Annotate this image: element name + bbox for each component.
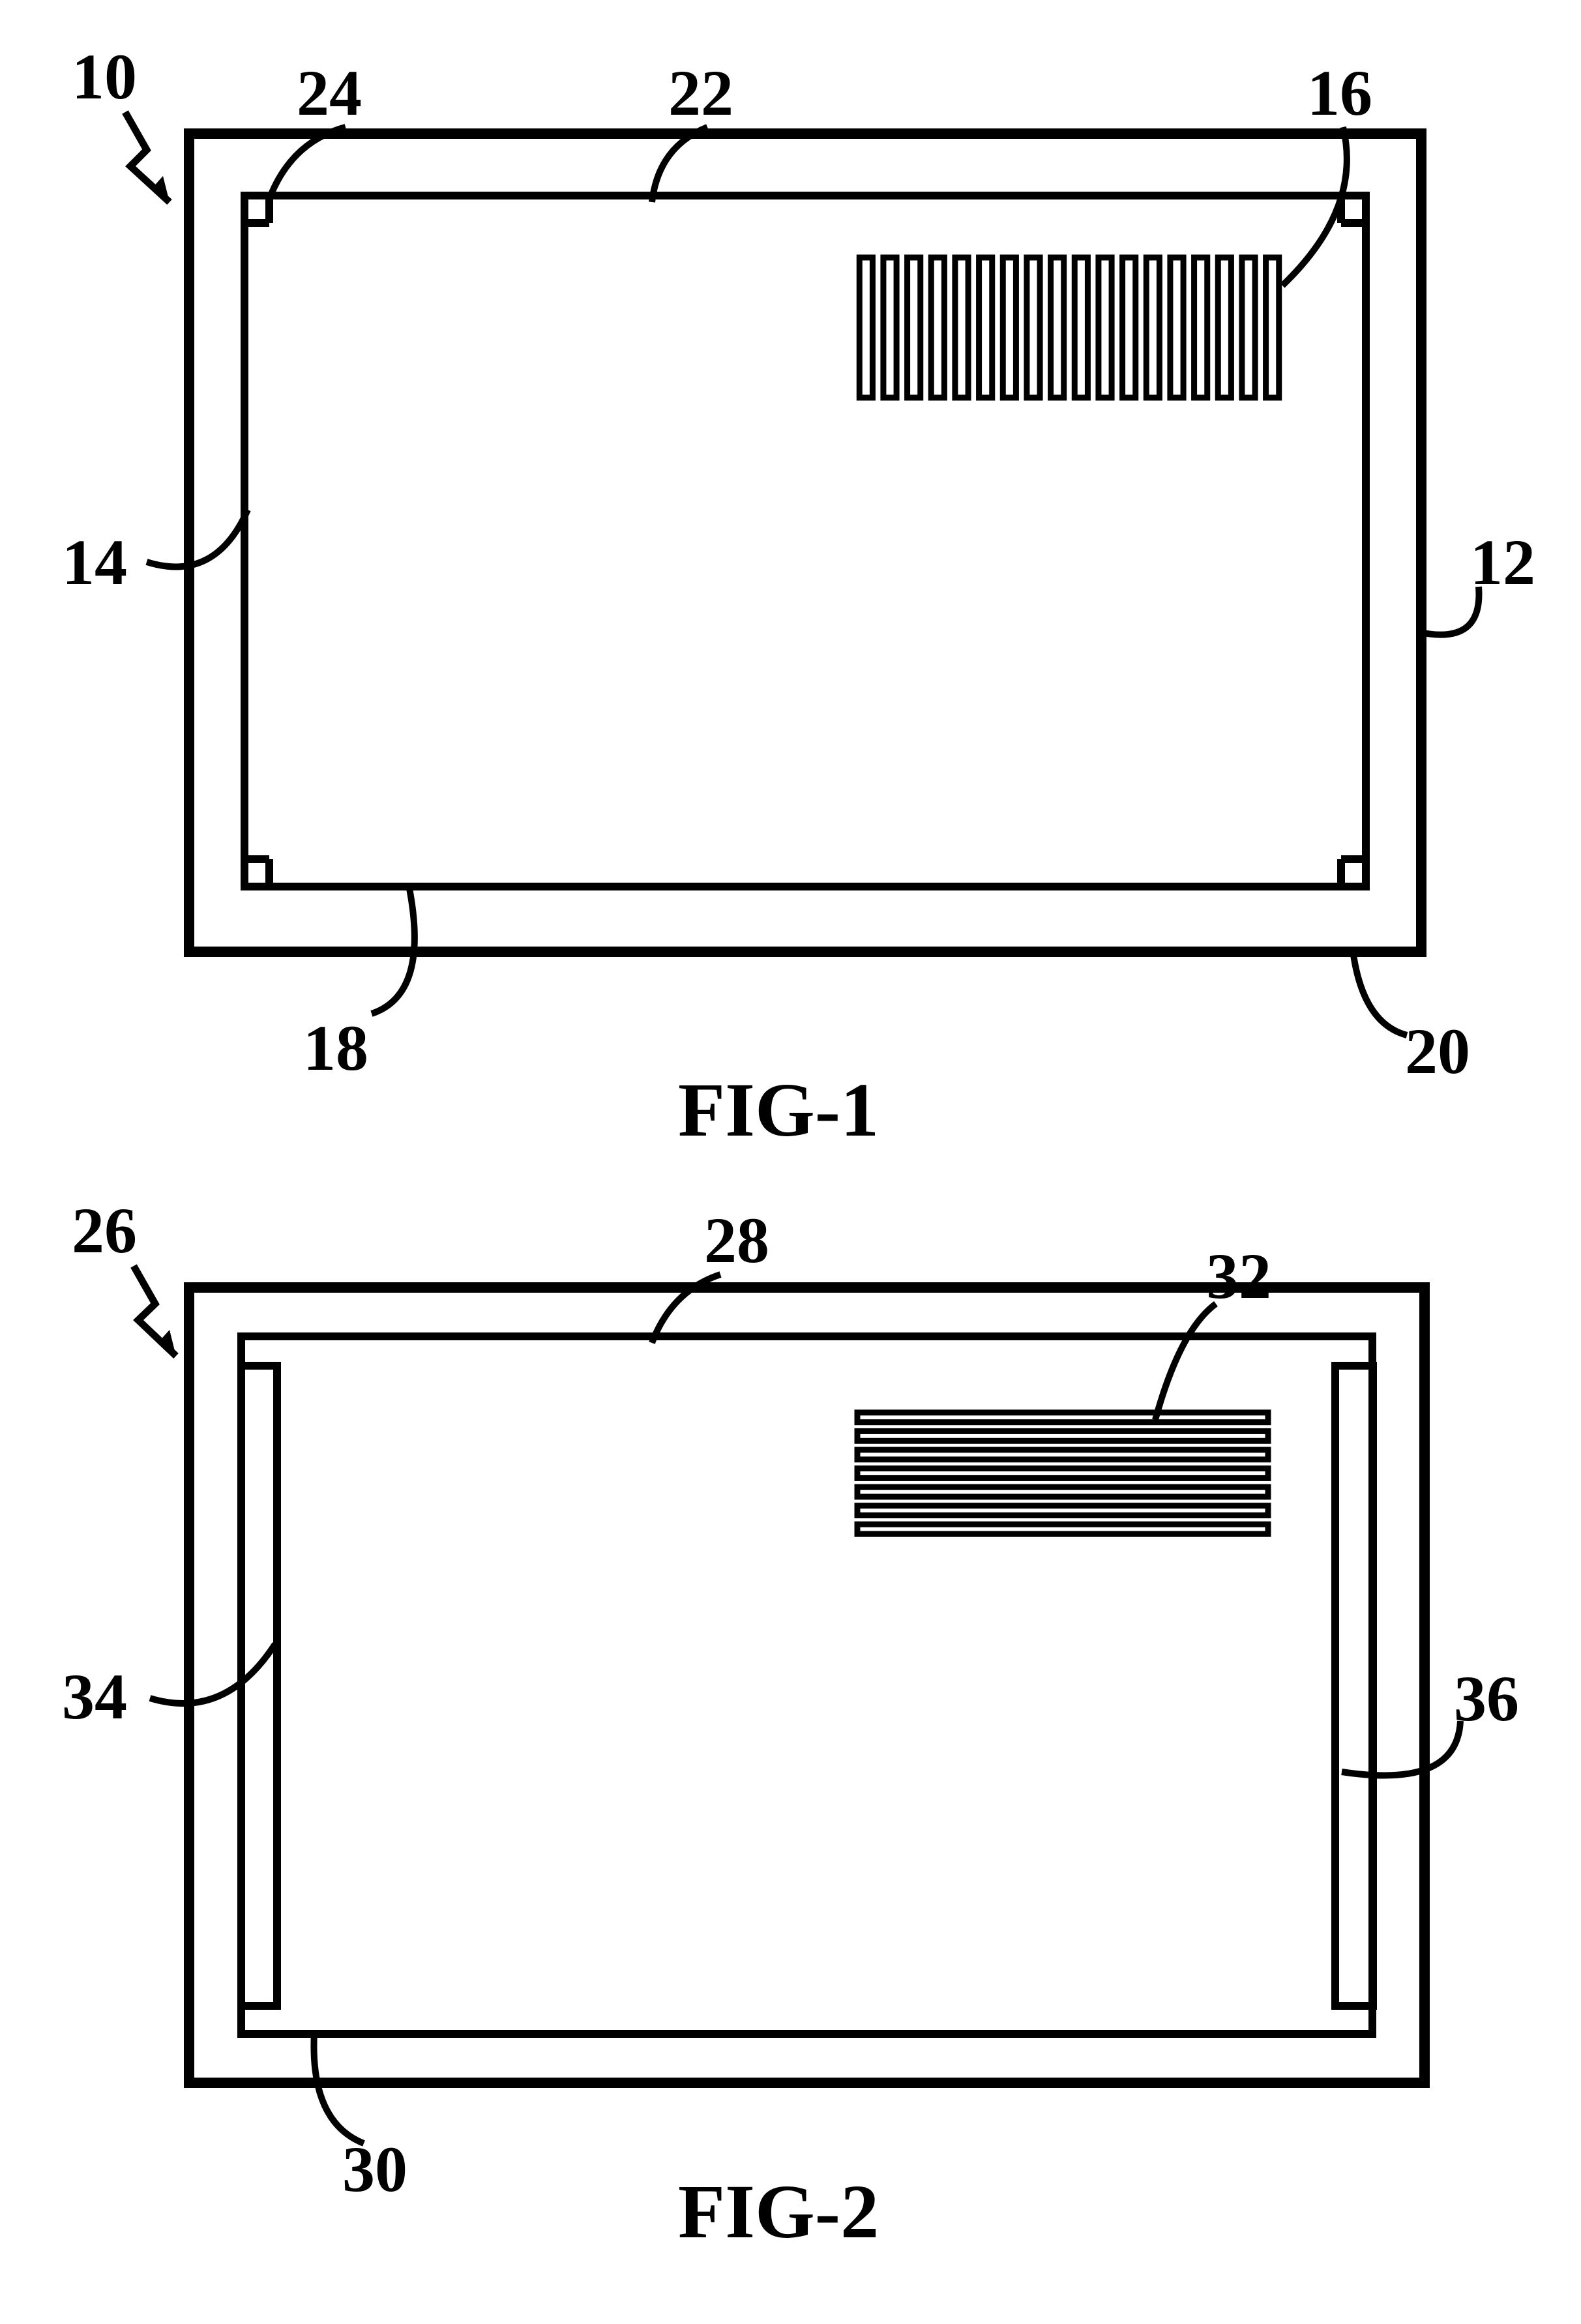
label-28: 28 xyxy=(704,1203,769,1278)
label-12: 12 xyxy=(1470,525,1535,600)
label-26: 26 xyxy=(72,1193,137,1268)
fig2-leader-36 xyxy=(1342,1721,1460,1776)
label-24: 24 xyxy=(297,55,362,130)
fig2-leader-34 xyxy=(150,1644,275,1703)
label-34: 34 xyxy=(62,1659,127,1734)
figure-2 xyxy=(0,0,1581,2324)
label-36: 36 xyxy=(1454,1661,1519,1736)
label-16: 16 xyxy=(1307,55,1372,130)
fig2-leader-32 xyxy=(1155,1304,1216,1420)
label-32: 32 xyxy=(1206,1239,1271,1314)
fig2-right-bar xyxy=(1335,1366,1373,2006)
label-22: 22 xyxy=(668,55,733,130)
fig2-caption: FIG-2 xyxy=(678,2168,879,2256)
label-20: 20 xyxy=(1405,1014,1470,1089)
label-18: 18 xyxy=(303,1010,368,1085)
label-14: 14 xyxy=(62,525,127,600)
label-30: 30 xyxy=(342,2132,407,2207)
fig2-left-bar xyxy=(241,1366,277,2006)
fig2-outer-frame xyxy=(189,1287,1425,2083)
label-10: 10 xyxy=(72,39,137,114)
fig1-caption: FIG-1 xyxy=(678,1066,879,1155)
fig2-grille xyxy=(857,1413,1268,1534)
